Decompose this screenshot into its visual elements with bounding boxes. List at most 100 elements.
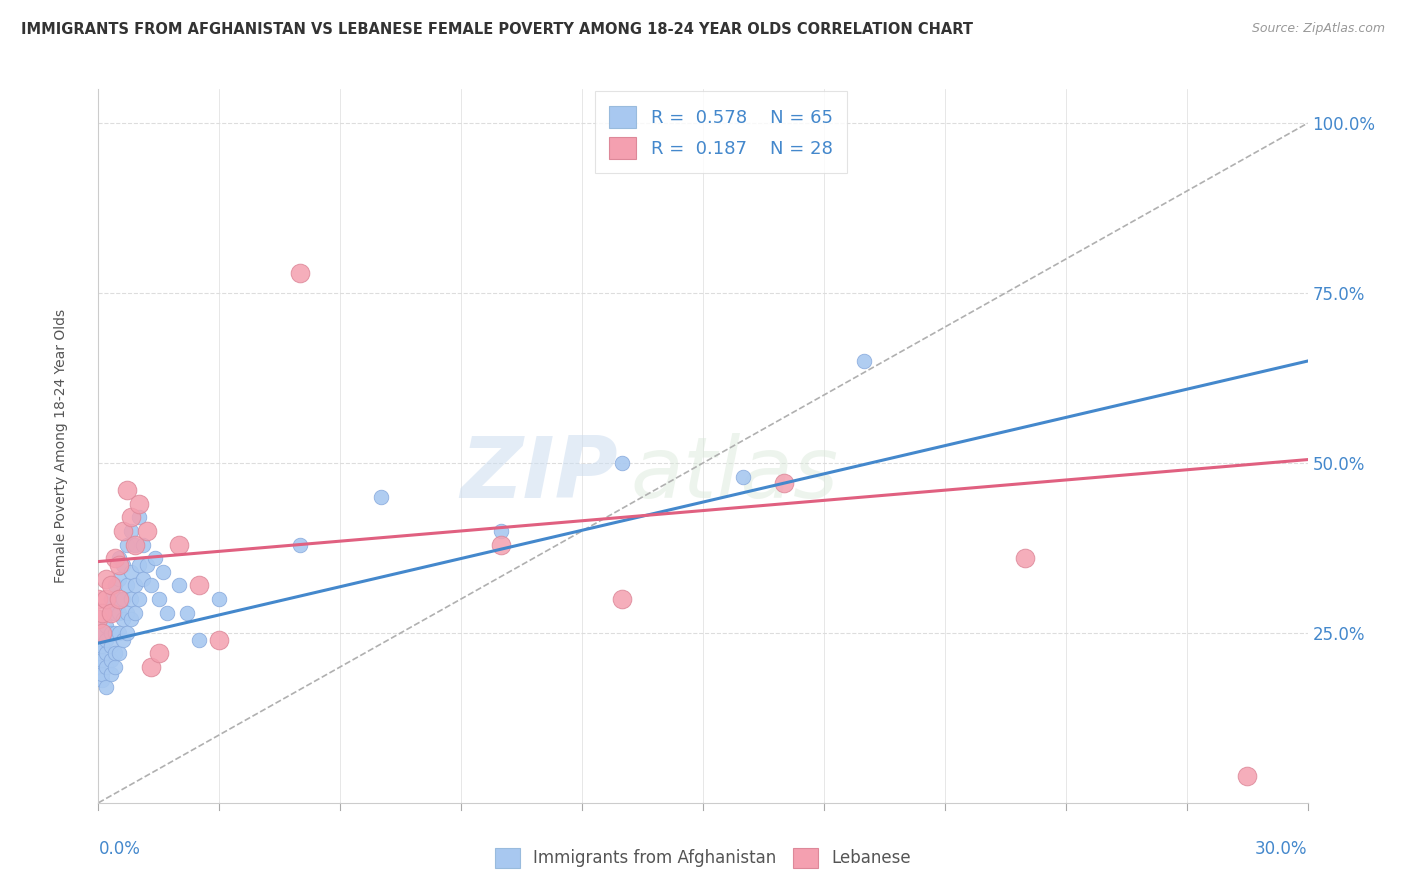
- Point: [111, 524, 134, 538]
- Point: [103, 606, 125, 620]
- Point: [107, 558, 129, 572]
- Point: [91, 666, 114, 681]
- Point: [132, 572, 155, 586]
- Point: [135, 558, 157, 572]
- Point: [103, 578, 125, 592]
- Point: [103, 646, 125, 660]
- Point: [107, 626, 129, 640]
- Point: [115, 578, 138, 592]
- Text: atlas: atlas: [630, 433, 838, 516]
- Point: [143, 551, 166, 566]
- Point: [100, 578, 122, 592]
- Point: [167, 537, 190, 551]
- Point: [152, 565, 174, 579]
- Point: [103, 660, 125, 674]
- Point: [128, 510, 150, 524]
- Point: [176, 606, 198, 620]
- Legend: R =  0.578    N = 65, R =  0.187    N = 28: R = 0.578 N = 65, R = 0.187 N = 28: [595, 91, 848, 173]
- Point: [107, 606, 129, 620]
- Point: [132, 537, 155, 551]
- Point: [115, 606, 138, 620]
- Point: [115, 537, 138, 551]
- Point: [96, 572, 118, 586]
- Point: [103, 626, 125, 640]
- Point: [91, 626, 114, 640]
- Point: [91, 673, 114, 688]
- Point: [96, 591, 118, 606]
- Point: [91, 640, 114, 654]
- Point: [288, 537, 311, 551]
- Point: [103, 551, 125, 566]
- Point: [115, 626, 138, 640]
- Text: 30.0%: 30.0%: [1256, 840, 1308, 858]
- Point: [188, 578, 211, 592]
- Point: [139, 578, 162, 592]
- Point: [111, 632, 134, 647]
- Text: Source: ZipAtlas.com: Source: ZipAtlas.com: [1251, 22, 1385, 36]
- Point: [128, 591, 150, 606]
- Point: [87, 612, 110, 626]
- Point: [1014, 551, 1036, 566]
- Text: 0.0%: 0.0%: [98, 840, 141, 858]
- Point: [115, 483, 138, 498]
- Point: [124, 578, 146, 592]
- Point: [100, 591, 122, 606]
- Point: [100, 606, 122, 620]
- Point: [107, 572, 129, 586]
- Point: [107, 551, 129, 566]
- Point: [128, 558, 150, 572]
- Point: [491, 537, 513, 551]
- Point: [288, 266, 311, 280]
- Point: [111, 591, 134, 606]
- Point: [96, 632, 118, 647]
- Point: [120, 524, 142, 538]
- Point: [491, 524, 513, 538]
- Point: [87, 660, 110, 674]
- Point: [188, 632, 211, 647]
- Point: [1236, 769, 1258, 783]
- Point: [111, 558, 134, 572]
- Point: [208, 632, 231, 647]
- Point: [91, 653, 114, 667]
- Point: [120, 612, 142, 626]
- Text: IMMIGRANTS FROM AFGHANISTAN VS LEBANESE FEMALE POVERTY AMONG 18-24 YEAR OLDS COR: IMMIGRANTS FROM AFGHANISTAN VS LEBANESE …: [21, 22, 973, 37]
- Point: [100, 666, 122, 681]
- Point: [156, 606, 179, 620]
- Point: [853, 354, 876, 368]
- Point: [100, 606, 122, 620]
- Text: Female Poverty Among 18-24 Year Olds: Female Poverty Among 18-24 Year Olds: [55, 309, 69, 583]
- Point: [120, 591, 142, 606]
- Point: [370, 490, 392, 504]
- Point: [100, 640, 122, 654]
- Point: [167, 578, 190, 592]
- Point: [612, 591, 634, 606]
- Point: [124, 537, 146, 551]
- Point: [111, 612, 134, 626]
- Point: [148, 646, 170, 660]
- Point: [87, 646, 110, 660]
- Point: [128, 497, 150, 511]
- Point: [91, 626, 114, 640]
- Point: [96, 646, 118, 660]
- Point: [107, 591, 129, 606]
- Point: [120, 510, 142, 524]
- Point: [100, 653, 122, 667]
- Point: [120, 565, 142, 579]
- Point: [148, 591, 170, 606]
- Point: [96, 680, 118, 694]
- Point: [96, 660, 118, 674]
- Point: [91, 606, 114, 620]
- Point: [139, 660, 162, 674]
- Point: [208, 591, 231, 606]
- Point: [124, 606, 146, 620]
- Point: [107, 591, 129, 606]
- Point: [612, 456, 634, 470]
- Legend: Immigrants from Afghanistan, Lebanese: Immigrants from Afghanistan, Lebanese: [488, 841, 918, 875]
- Point: [107, 646, 129, 660]
- Point: [96, 619, 118, 633]
- Point: [772, 476, 794, 491]
- Text: ZIP: ZIP: [461, 433, 619, 516]
- Point: [87, 591, 110, 606]
- Point: [124, 537, 146, 551]
- Point: [100, 626, 122, 640]
